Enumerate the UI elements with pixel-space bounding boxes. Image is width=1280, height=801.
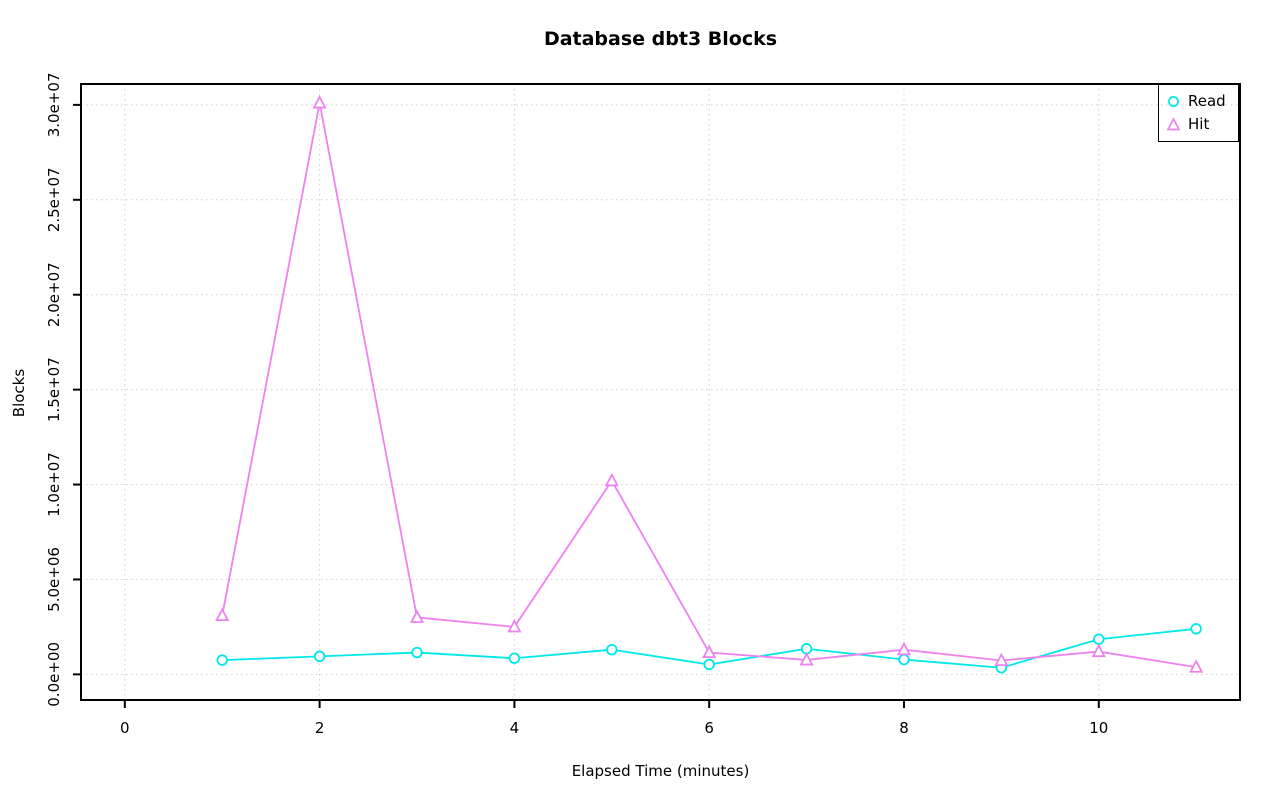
- read-marker: [411, 646, 423, 659]
- x-tick-label: 0: [120, 719, 130, 737]
- hit-triangle-icon: [1166, 117, 1181, 131]
- read-marker: [508, 652, 521, 664]
- legend: Read Hit: [1158, 84, 1239, 142]
- read-marker: [898, 653, 910, 666]
- y-axis-label: Blocks: [10, 368, 28, 418]
- legend-item-hit: Hit: [1166, 117, 1238, 132]
- x-tick-label: 2: [315, 719, 325, 737]
- hit-marker: [507, 618, 522, 633]
- y-tick-label: 1.0e+07: [45, 452, 63, 517]
- read-marker: [1190, 623, 1202, 635]
- legend-label-hit: Hit: [1188, 115, 1210, 134]
- read-marker: [703, 658, 715, 671]
- hit-marker: [215, 607, 230, 622]
- read-marker: [313, 650, 326, 663]
- hit-marker: [896, 641, 912, 656]
- x-tick-label: 8: [899, 719, 909, 737]
- x-tick-label: 10: [1089, 719, 1108, 737]
- hit-marker: [799, 652, 814, 666]
- hit-marker: [409, 609, 425, 623]
- plot-box-border: [80, 83, 1241, 701]
- hit-marker: [1091, 643, 1106, 658]
- hit-marker: [1189, 659, 1204, 673]
- legend-item-read: Read: [1166, 91, 1238, 110]
- y-tick-label: 2.5e+07: [45, 167, 63, 232]
- hit-marker: [994, 652, 1009, 667]
- x-tick-label: 6: [704, 719, 714, 737]
- read-marker: [216, 654, 228, 666]
- chart-title: Database dbt3 Blocks: [543, 28, 778, 50]
- y-tick-label: 5.0e+06: [45, 547, 63, 612]
- y-tick-label: 3.0e+07: [45, 73, 63, 138]
- hit-marker: [702, 644, 717, 659]
- y-tick-label: 0.0e+00: [45, 642, 63, 707]
- read-circle-icon: [1168, 95, 1179, 107]
- hit-marker: [312, 95, 327, 109]
- read-marker: [606, 643, 618, 656]
- y-tick-label: 2.0e+07: [45, 262, 63, 327]
- y-tick-label: 1.5e+07: [45, 357, 63, 422]
- x-tick-label: 4: [510, 719, 520, 737]
- hit-marker: [604, 472, 619, 487]
- read-marker: [1093, 633, 1105, 645]
- legend-label-read: Read: [1188, 91, 1226, 110]
- x-axis-label: Elapsed Time (minutes): [571, 762, 750, 780]
